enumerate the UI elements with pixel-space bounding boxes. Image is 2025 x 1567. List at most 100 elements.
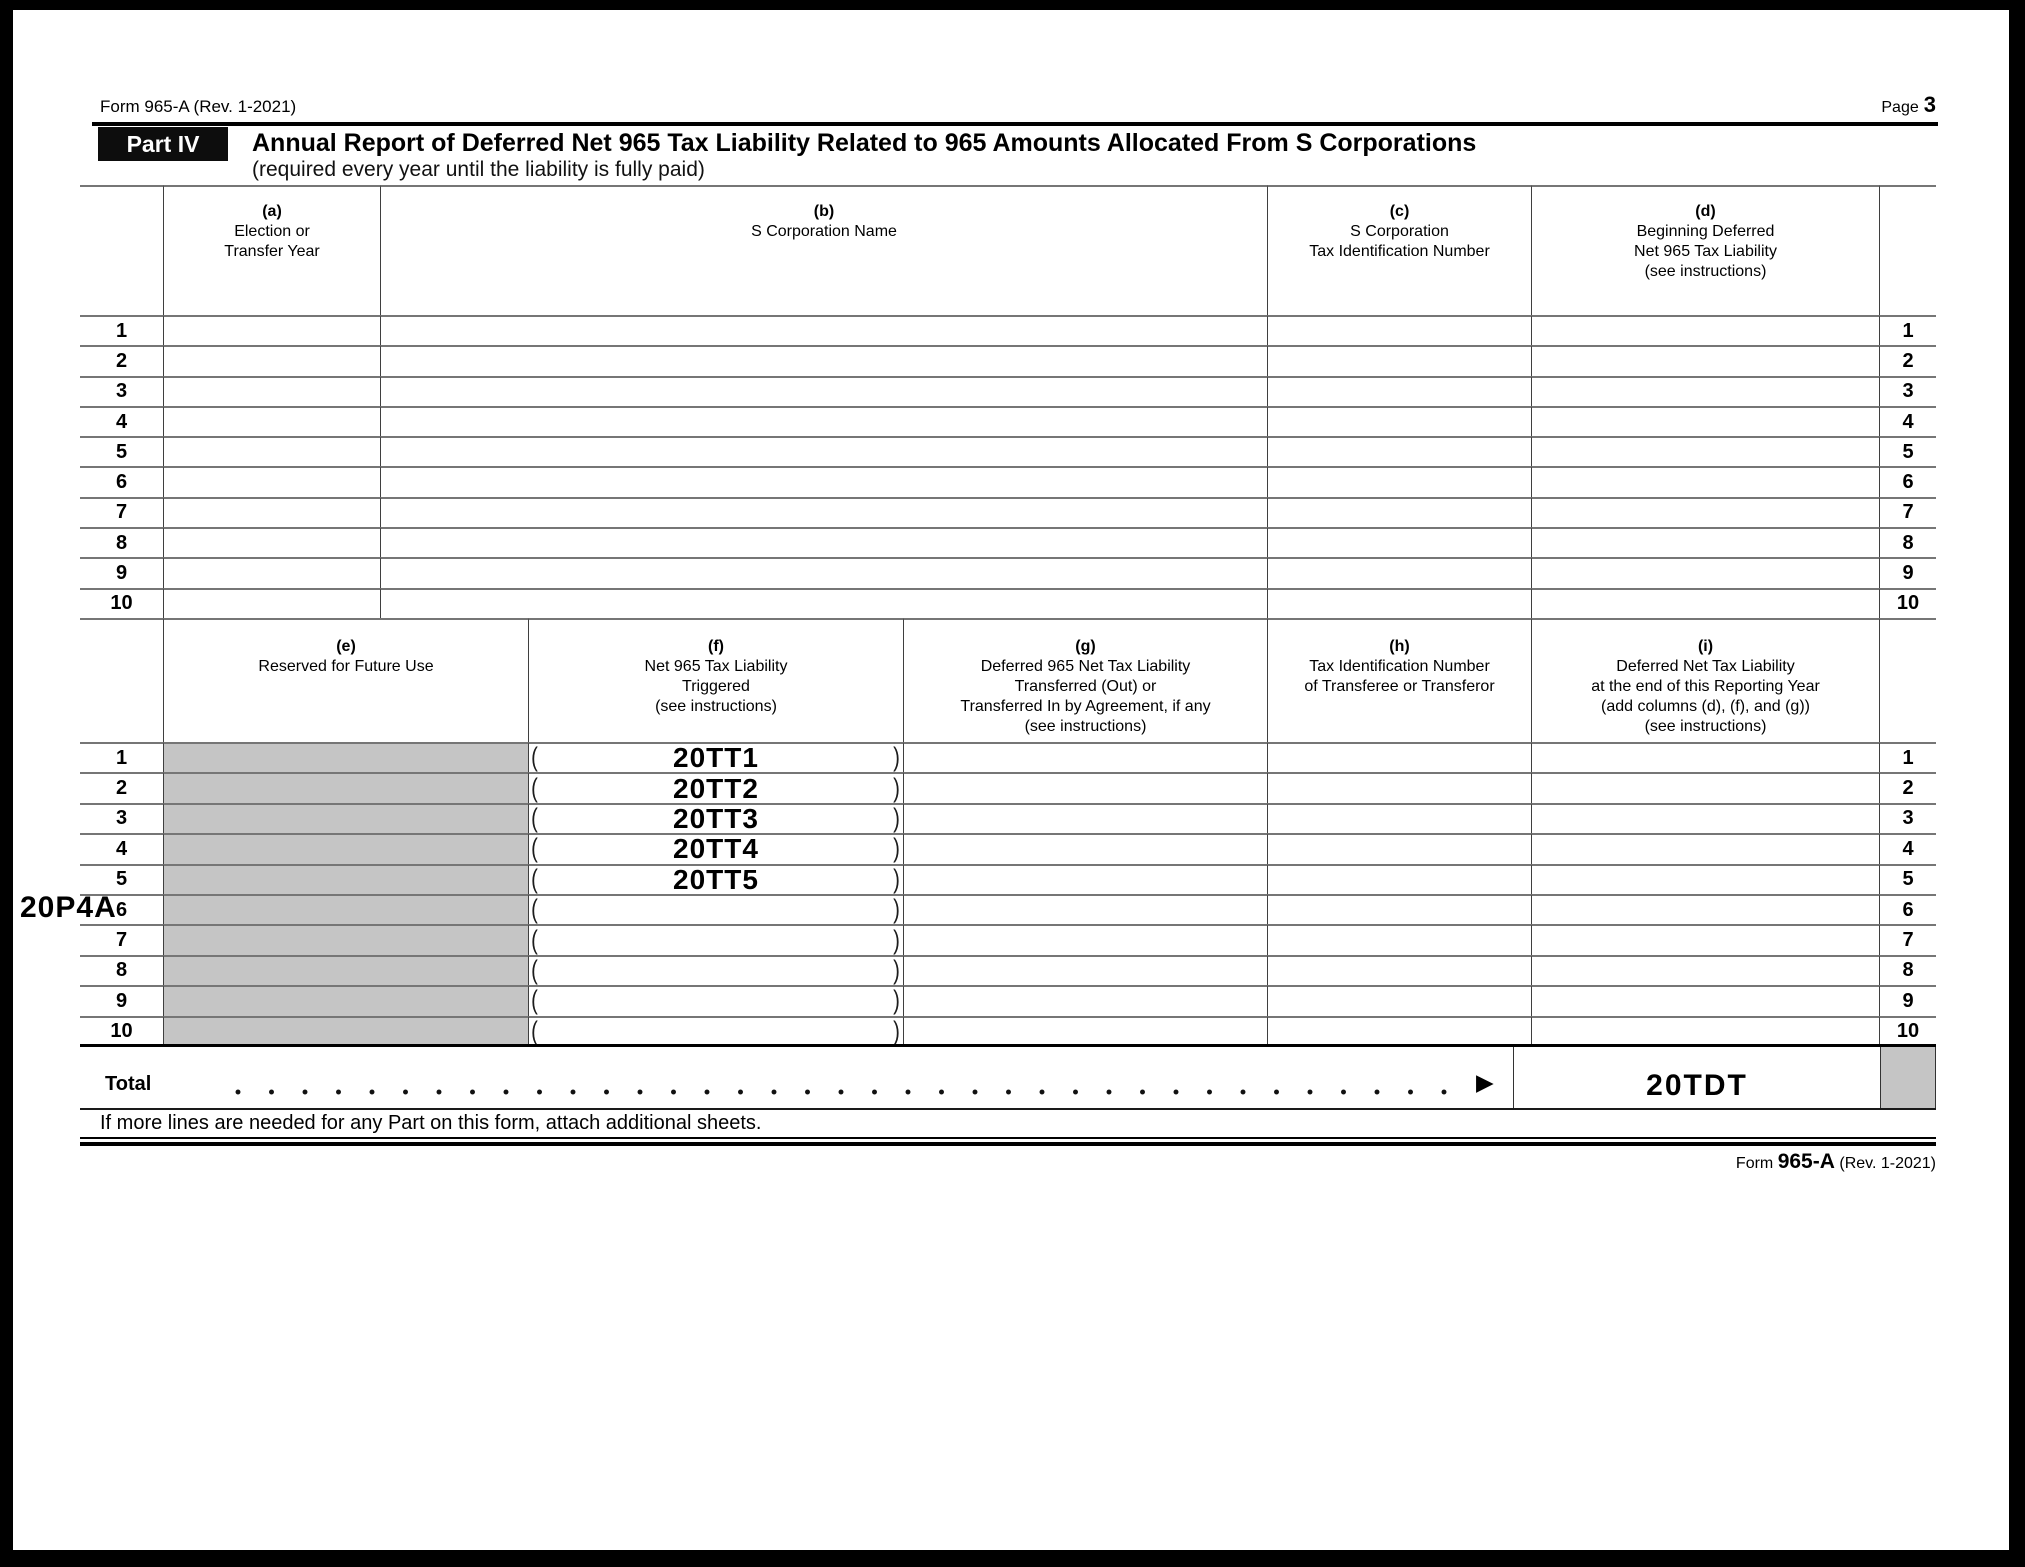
transferred-liability-field[interactable] (903, 985, 1267, 1016)
s-corporation-tin-field[interactable] (1267, 496, 1531, 528)
row-number-left: 7 (80, 924, 163, 954)
col-c-line: S Corporation (1350, 223, 1449, 240)
row-number-left: 6 (80, 466, 163, 496)
election-transfer-year-field[interactable] (163, 345, 380, 376)
s-corporation-tin-field[interactable] (1267, 315, 1531, 346)
open-paren: ( (531, 772, 538, 803)
transferred-liability-field[interactable] (903, 863, 1267, 894)
s-corporation-name-field[interactable] (380, 587, 1267, 618)
footer-form-word: Form (1735, 1155, 1774, 1172)
col-d-line: Net 965 Tax Liability (1634, 243, 1777, 260)
s-corporation-tin-field[interactable] (1267, 557, 1531, 588)
net-965-tax-liability-triggered-field[interactable]: ( 20TT4 ) (528, 833, 903, 864)
transferee-transferor-tin-field[interactable] (1267, 863, 1531, 894)
end-of-year-liability-field[interactable] (1531, 893, 1879, 925)
s-corporation-name-field[interactable] (380, 496, 1267, 528)
close-paren: ) (893, 772, 900, 803)
s-corporation-name-field[interactable] (380, 375, 1267, 406)
net-965-tax-liability-triggered-field[interactable]: ( 20TT1 ) (528, 742, 903, 773)
transferred-liability-field[interactable] (903, 954, 1267, 986)
s-corporation-tin-field[interactable] (1267, 345, 1531, 376)
election-transfer-year-field[interactable] (163, 315, 380, 346)
s-corporation-name-field[interactable] (380, 527, 1267, 558)
total-deferred-liability-field[interactable]: 20TDT (1513, 1047, 1880, 1108)
net-965-tax-liability-triggered-field[interactable]: ( 20TT2 ) (528, 772, 903, 803)
election-transfer-year-field[interactable] (163, 496, 380, 528)
beginning-deferred-liability-field[interactable] (1531, 587, 1879, 618)
col-d-tag: (d) (1695, 203, 1716, 220)
end-of-year-liability-field[interactable] (1531, 863, 1879, 894)
s-corporation-name-field[interactable] (380, 345, 1267, 376)
end-of-year-liability-field[interactable] (1531, 772, 1879, 803)
beginning-deferred-liability-field[interactable] (1531, 466, 1879, 497)
end-of-year-liability-field[interactable] (1531, 742, 1879, 773)
transferee-transferor-tin-field[interactable] (1267, 954, 1531, 986)
s-corporation-tin-field[interactable] (1267, 405, 1531, 437)
end-of-year-liability-field[interactable] (1531, 954, 1879, 986)
s-corporation-tin-field[interactable] (1267, 375, 1531, 406)
transferred-liability-field[interactable] (903, 1015, 1267, 1046)
election-transfer-year-field[interactable] (163, 375, 380, 406)
net-965-tax-liability-triggered-field[interactable]: ( ) (528, 893, 903, 925)
beginning-deferred-liability-field[interactable] (1531, 436, 1879, 467)
beginning-deferred-liability-field[interactable] (1531, 496, 1879, 528)
s-corporation-name-field[interactable] (380, 466, 1267, 497)
transferee-transferor-tin-field[interactable] (1267, 985, 1531, 1016)
open-paren: ( (531, 802, 538, 833)
beginning-deferred-liability-field[interactable] (1531, 345, 1879, 376)
election-transfer-year-field[interactable] (163, 557, 380, 588)
transferee-transferor-tin-field[interactable] (1267, 772, 1531, 803)
beginning-deferred-liability-field[interactable] (1531, 315, 1879, 346)
row-number-right: 4 (1879, 833, 1936, 864)
col-g-tag: (g) (1075, 638, 1096, 655)
col-f-line: Net 965 Tax Liability (644, 658, 788, 675)
election-transfer-year-field[interactable] (163, 436, 380, 467)
s-corporation-name-field[interactable] (380, 315, 1267, 346)
end-of-year-liability-field[interactable] (1531, 833, 1879, 864)
s-corporation-tin-field[interactable] (1267, 466, 1531, 497)
col-g-line: (see instructions) (1024, 718, 1147, 735)
row-number-left: 2 (80, 772, 163, 802)
net-965-tax-liability-triggered-field[interactable]: ( 20TT5 ) (528, 863, 903, 894)
transferee-transferor-tin-field[interactable] (1267, 1015, 1531, 1046)
net-965-tax-liability-triggered-field[interactable]: ( ) (528, 954, 903, 986)
transferred-liability-field[interactable] (903, 772, 1267, 803)
col-i-line: Deferred Net Tax Liability (1616, 658, 1795, 675)
net-965-tax-liability-triggered-field[interactable]: ( ) (528, 1015, 903, 1046)
election-transfer-year-field[interactable] (163, 527, 380, 558)
s-corporation-name-field[interactable] (380, 557, 1267, 588)
row-number-left: 4 (80, 833, 163, 863)
transferee-transferor-tin-field[interactable] (1267, 924, 1531, 955)
transferred-liability-field[interactable] (903, 833, 1267, 864)
s-corporation-tin-field[interactable] (1267, 587, 1531, 618)
transferred-liability-field[interactable] (903, 742, 1267, 773)
beginning-deferred-liability-field[interactable] (1531, 405, 1879, 437)
page-number: 3 (1923, 92, 1936, 117)
close-paren: ) (893, 924, 900, 955)
end-of-year-liability-field[interactable] (1531, 1015, 1879, 1046)
s-corporation-name-field[interactable] (380, 436, 1267, 467)
transferee-transferor-tin-field[interactable] (1267, 833, 1531, 864)
net-965-tax-liability-triggered-field[interactable]: ( 20TT3 ) (528, 802, 903, 834)
election-transfer-year-field[interactable] (163, 587, 380, 618)
net-965-tax-liability-triggered-field[interactable]: ( ) (528, 924, 903, 955)
transferee-transferor-tin-field[interactable] (1267, 802, 1531, 834)
end-of-year-liability-field[interactable] (1531, 985, 1879, 1016)
transferred-liability-field[interactable] (903, 893, 1267, 925)
transferred-liability-field[interactable] (903, 802, 1267, 834)
end-of-year-liability-field[interactable] (1531, 802, 1879, 834)
s-corporation-name-field[interactable] (380, 405, 1267, 437)
election-transfer-year-field[interactable] (163, 405, 380, 437)
net-965-tax-liability-triggered-field[interactable]: ( ) (528, 985, 903, 1016)
beginning-deferred-liability-field[interactable] (1531, 557, 1879, 588)
transferred-liability-field[interactable] (903, 924, 1267, 955)
s-corporation-tin-field[interactable] (1267, 527, 1531, 558)
transferee-transferor-tin-field[interactable] (1267, 893, 1531, 925)
beginning-deferred-liability-field[interactable] (1531, 375, 1879, 406)
part-iv-badge: Part IV (98, 127, 228, 161)
beginning-deferred-liability-field[interactable] (1531, 527, 1879, 558)
end-of-year-liability-field[interactable] (1531, 924, 1879, 955)
election-transfer-year-field[interactable] (163, 466, 380, 497)
s-corporation-tin-field[interactable] (1267, 436, 1531, 467)
transferee-transferor-tin-field[interactable] (1267, 742, 1531, 773)
